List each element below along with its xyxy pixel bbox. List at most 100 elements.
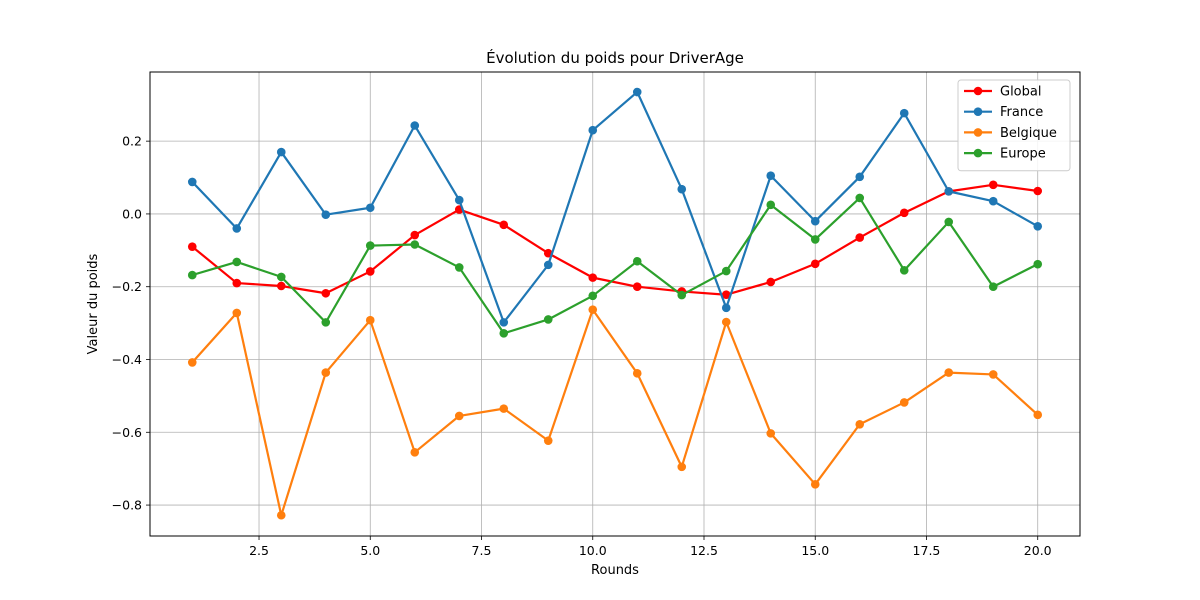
data-point-belgique bbox=[810, 480, 820, 489]
data-point-france bbox=[232, 224, 242, 233]
data-point-belgique bbox=[944, 368, 954, 377]
data-point-global bbox=[321, 288, 331, 298]
data-point-belgique bbox=[232, 308, 242, 318]
x-tick-label: 12.5 bbox=[690, 543, 718, 558]
data-point-belgique bbox=[1033, 410, 1043, 420]
x-tick-label: 17.5 bbox=[913, 543, 941, 558]
chart-title: Évolution du poids pour DriverAge bbox=[486, 48, 744, 67]
series-france bbox=[187, 87, 1043, 327]
data-point-france bbox=[721, 303, 731, 313]
data-point-france bbox=[766, 171, 776, 181]
data-point-europe bbox=[588, 291, 598, 301]
data-point-france bbox=[365, 203, 375, 213]
legend-label-france: France bbox=[1000, 105, 1043, 120]
data-point-europe bbox=[721, 266, 731, 276]
data-point-belgique bbox=[187, 358, 197, 367]
data-point-france bbox=[899, 108, 909, 118]
data-point-global bbox=[187, 242, 197, 251]
data-point-europe bbox=[499, 328, 509, 338]
data-point-france bbox=[187, 177, 197, 187]
data-point-europe bbox=[810, 235, 820, 244]
data-point-europe bbox=[232, 257, 242, 267]
data-point-global bbox=[899, 208, 909, 218]
data-point-belgique bbox=[543, 436, 553, 445]
data-point-europe bbox=[766, 200, 776, 210]
legend-swatch-marker bbox=[973, 148, 983, 158]
data-point-france bbox=[276, 147, 286, 157]
x-tick-label: 10.0 bbox=[579, 543, 607, 558]
series-line-europe bbox=[190, 196, 1040, 335]
y-tick-label: −0.2 bbox=[112, 279, 142, 294]
data-point-france bbox=[677, 184, 687, 194]
x-tick-label: 15.0 bbox=[801, 543, 829, 558]
y-axis: −0.8 −0.6 −0.4 −0.2 0.0 0.2 bbox=[112, 134, 150, 513]
y-tick-label: −0.6 bbox=[112, 425, 142, 440]
data-point-europe bbox=[321, 318, 331, 327]
series-line-france bbox=[190, 90, 1040, 324]
data-point-europe bbox=[410, 240, 420, 249]
data-point-europe bbox=[543, 315, 553, 324]
data-point-belgique bbox=[766, 429, 776, 438]
data-point-belgique bbox=[899, 398, 909, 407]
data-point-europe bbox=[454, 263, 464, 272]
legend-item-france: France bbox=[964, 105, 1043, 120]
legend-label-belgique: Belgique bbox=[1000, 126, 1057, 141]
y-tick-label: 0.0 bbox=[122, 206, 142, 221]
data-point-europe bbox=[187, 270, 197, 280]
series-layer bbox=[187, 87, 1043, 520]
data-point-global bbox=[499, 220, 509, 230]
data-point-global bbox=[588, 273, 598, 282]
legend: Global France Belgique Europe bbox=[957, 79, 1071, 172]
legend-box bbox=[957, 79, 1071, 172]
data-point-belgique bbox=[454, 411, 464, 421]
data-point-belgique bbox=[321, 368, 331, 377]
data-point-belgique bbox=[365, 315, 375, 325]
series-line-belgique bbox=[190, 308, 1040, 517]
data-point-france bbox=[632, 87, 642, 97]
x-tick-label: 2.5 bbox=[249, 543, 269, 558]
legend-item-global: Global bbox=[964, 85, 1041, 100]
legend-swatch-marker bbox=[973, 86, 983, 96]
data-point-belgique bbox=[588, 305, 598, 314]
data-point-global bbox=[721, 290, 731, 300]
series-line-global bbox=[190, 183, 1039, 296]
data-point-global bbox=[766, 277, 776, 287]
data-point-france bbox=[321, 210, 331, 219]
data-point-europe bbox=[988, 282, 998, 292]
plot-frame bbox=[149, 71, 1081, 537]
y-tick-label: 0.2 bbox=[122, 134, 142, 149]
data-point-global bbox=[632, 282, 642, 292]
data-point-belgique bbox=[677, 462, 687, 472]
data-point-global bbox=[855, 233, 865, 242]
x-axis-title: Rounds bbox=[591, 563, 639, 578]
data-point-global bbox=[988, 180, 998, 190]
legend-label-global: Global bbox=[1000, 85, 1041, 100]
x-tick-label: 5.0 bbox=[360, 543, 380, 558]
series-global bbox=[187, 180, 1043, 300]
legend-item-belgique: Belgique bbox=[964, 126, 1057, 141]
data-point-belgique bbox=[721, 317, 731, 327]
data-point-global bbox=[276, 281, 286, 291]
data-point-france bbox=[588, 125, 598, 135]
data-point-europe bbox=[944, 217, 954, 227]
data-point-france bbox=[543, 260, 553, 270]
series-belgique bbox=[187, 305, 1043, 520]
data-point-belgique bbox=[410, 447, 420, 457]
grid bbox=[150, 72, 1080, 536]
data-point-belgique bbox=[988, 370, 998, 379]
data-point-europe bbox=[365, 241, 375, 250]
x-axis: 2.5 5.0 7.5 10.0 12.5 15.0 17.5 20.0 bbox=[249, 536, 1052, 558]
data-point-europe bbox=[855, 193, 865, 203]
data-point-europe bbox=[632, 256, 642, 266]
data-point-europe bbox=[677, 290, 687, 300]
data-point-global bbox=[232, 278, 242, 288]
data-point-france bbox=[810, 216, 820, 226]
x-tick-label: 20.0 bbox=[1024, 543, 1052, 558]
data-point-france bbox=[1033, 222, 1043, 231]
data-point-belgique bbox=[276, 510, 286, 520]
legend-swatch-marker bbox=[973, 128, 983, 137]
legend-swatch-marker bbox=[973, 107, 983, 116]
data-point-global bbox=[365, 267, 375, 276]
